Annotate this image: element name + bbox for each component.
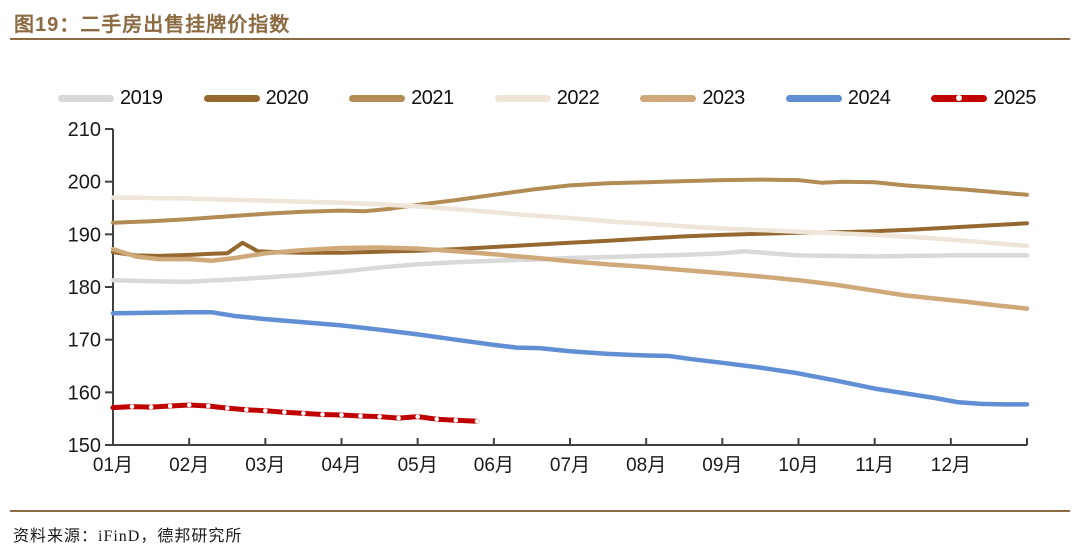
series-line-2020 <box>111 221 1029 258</box>
legend-label: 2023 <box>702 86 745 109</box>
series-marker-dot-2025 <box>167 403 173 409</box>
series-marker-dot-2025 <box>453 417 459 423</box>
y-axis-label: 190 <box>68 224 101 246</box>
series-marker-dot-2025 <box>358 413 363 419</box>
legend-item-2020: 2020 <box>203 86 309 110</box>
y-axis-label: 150 <box>68 435 101 457</box>
x-axis-label: 01月 <box>93 455 133 476</box>
legend-label: 2019 <box>120 86 163 109</box>
legend-label: 2022 <box>556 86 600 109</box>
x-axis-label: 07月 <box>550 455 590 476</box>
y-axis-label: 170 <box>68 330 101 352</box>
x-axis-label: 05月 <box>398 455 438 476</box>
legend-label: 2024 <box>847 86 891 109</box>
series-marker-dot-2025 <box>263 408 268 414</box>
figure-title: 图19：二手房出售挂牌价指数 <box>14 14 291 36</box>
legend-item-2019: 2019 <box>58 87 163 110</box>
x-axis-label: 03月 <box>245 455 285 476</box>
legend-label: 2025 <box>993 86 1036 109</box>
legend-item-2025: 2025 <box>931 87 1036 110</box>
series-line-2023 <box>110 245 1030 311</box>
legend-swatch-icon <box>58 94 114 102</box>
series-line-2024 <box>110 310 1030 407</box>
y-axis-label: 200 <box>68 172 101 194</box>
legend-swatch-icon <box>931 94 988 102</box>
series-marker-dot-2025 <box>396 415 401 421</box>
x-axis-label: 10月 <box>778 455 818 476</box>
legend-swatch-dot-icon <box>956 95 963 101</box>
source-divider <box>10 510 1070 512</box>
legend-item-2023: 2023 <box>640 87 745 110</box>
legend-swatch-icon <box>640 94 697 102</box>
series-marker-dot-2025 <box>205 403 211 409</box>
series-marker-dot-2025 <box>320 412 325 417</box>
series-line-2025 <box>110 402 480 424</box>
legend-item-2022: 2022 <box>494 86 600 110</box>
x-axis-label: 04月 <box>321 455 361 476</box>
title-divider <box>10 38 1070 40</box>
x-axis-label: 11月 <box>855 455 894 476</box>
legend-swatch-icon <box>494 94 551 102</box>
y-axis-label: 160 <box>68 382 101 404</box>
series-marker-dot-2025 <box>282 410 287 415</box>
x-axis-label: 06月 <box>474 455 514 476</box>
series-marker-dot-2025 <box>129 404 135 409</box>
legend-swatch-icon <box>349 94 406 102</box>
series-line-2021 <box>111 177 1029 225</box>
series-marker-dot-2025 <box>148 404 154 410</box>
series-line-2022 <box>110 195 1030 249</box>
y-axis-label: 180 <box>68 277 101 299</box>
series-marker-dot-2025 <box>301 411 306 416</box>
legend-label: 2020 <box>265 86 309 109</box>
legend-item-2021: 2021 <box>349 87 454 110</box>
series-marker-dot-2025 <box>339 412 344 418</box>
series-line-2019 <box>110 248 1030 284</box>
series-marker-dot-2025 <box>244 407 249 413</box>
x-axis-label: 02月 <box>169 455 209 476</box>
series-marker-dot-2025 <box>434 416 440 422</box>
source-note: 资料来源：iFinD，德邦研究所 <box>13 528 243 545</box>
x-axis-label: 09月 <box>702 455 742 476</box>
series-marker-dot-2025 <box>415 414 421 419</box>
legend-item-2024: 2024 <box>785 86 891 110</box>
series-marker-dot-2025 <box>225 405 230 411</box>
series-marker-dot-2025 <box>186 402 192 408</box>
legend-swatch-icon <box>203 94 260 102</box>
x-axis-label: 12月 <box>931 455 971 476</box>
legend-label: 2021 <box>411 86 454 109</box>
chart-legend: 2019 2020 2021 2022 2023 2024 2025 <box>58 86 1036 110</box>
series-marker-dot-2025 <box>377 414 382 419</box>
legend-swatch-icon <box>785 94 842 102</box>
y-axis-label: 210 <box>68 119 101 141</box>
x-axis-label: 08月 <box>626 455 666 476</box>
series-marker-dot-2025 <box>474 419 480 424</box>
